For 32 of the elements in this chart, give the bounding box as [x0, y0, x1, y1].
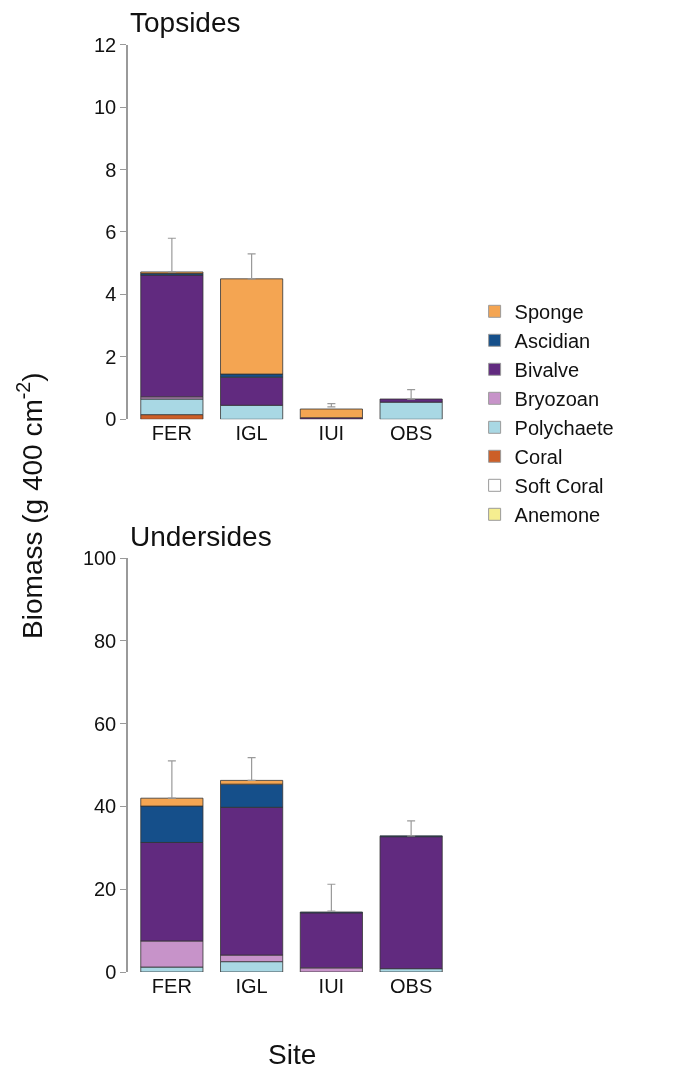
y-tick-label: 80 — [94, 629, 117, 652]
y-tick-label: 4 — [105, 283, 117, 306]
legend-label: Ascidian — [514, 330, 591, 353]
x-tick-label: OBS — [390, 975, 433, 997]
legend-label: Bivalve — [514, 359, 580, 382]
y-tick-label: 20 — [94, 878, 117, 901]
x-tick-label: FER — [151, 422, 192, 445]
x-tick-label: FER — [151, 975, 192, 997]
y-tick-label: 40 — [94, 795, 117, 818]
x-tick-label: OBS — [390, 422, 433, 445]
chart-title: Topsides — [130, 7, 241, 38]
y-tick-label: 2 — [105, 345, 117, 368]
x-tick-label: IGL — [235, 975, 268, 997]
y-tick-label: 100 — [82, 547, 117, 570]
y-tick-label: 6 — [105, 220, 117, 243]
y-tick-label: 0 — [105, 408, 117, 431]
y-tick-label: 8 — [105, 158, 117, 181]
legend-label: Anemone — [514, 504, 601, 527]
legend-label: Polychaete — [514, 417, 614, 440]
x-axis-title: Site — [268, 1039, 317, 1070]
chart-title: Undersides — [130, 521, 272, 552]
legend-label: Bryozoan — [514, 388, 600, 411]
x-tick-label: IGL — [235, 422, 268, 445]
legend-label: Coral — [514, 446, 563, 469]
y-tick-label: 10 — [94, 96, 117, 119]
y-tick-label: 0 — [105, 961, 117, 983]
legend-label: Soft Coral — [514, 475, 604, 498]
y-tick-label: 12 — [94, 33, 117, 56]
x-tick-label: IUI — [318, 422, 345, 445]
x-tick-label: IUI — [318, 975, 345, 997]
legend-label: Sponge — [514, 301, 584, 324]
y-tick-label: 60 — [94, 712, 117, 735]
